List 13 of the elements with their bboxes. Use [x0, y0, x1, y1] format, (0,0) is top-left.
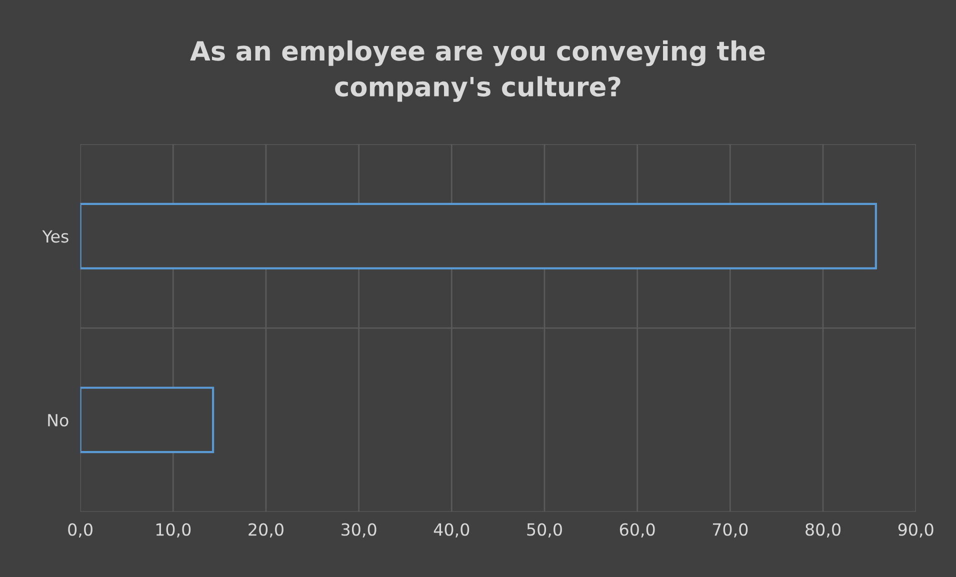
x-tick-label: 0,0 — [68, 523, 92, 538]
x-tick-label: 70,0 — [712, 523, 748, 538]
x-tick-label: 80,0 — [806, 523, 840, 538]
y-tick-label: Yes — [42, 230, 68, 243]
x-tick-label: 90,0 — [898, 523, 934, 538]
y-tick-label: No — [48, 414, 68, 426]
x-tick-label: 20,0 — [248, 523, 284, 538]
chart-title: As an employee are you conveying the company's culture? — [190, 40, 765, 102]
x-tick-label: 40,0 — [434, 523, 470, 538]
x-tick-label: 60,0 — [620, 523, 655, 538]
x-tick-label: 50,0 — [527, 523, 562, 538]
x-tick-label: 10,0 — [156, 523, 191, 538]
x-tick-label: 30,0 — [342, 523, 376, 538]
